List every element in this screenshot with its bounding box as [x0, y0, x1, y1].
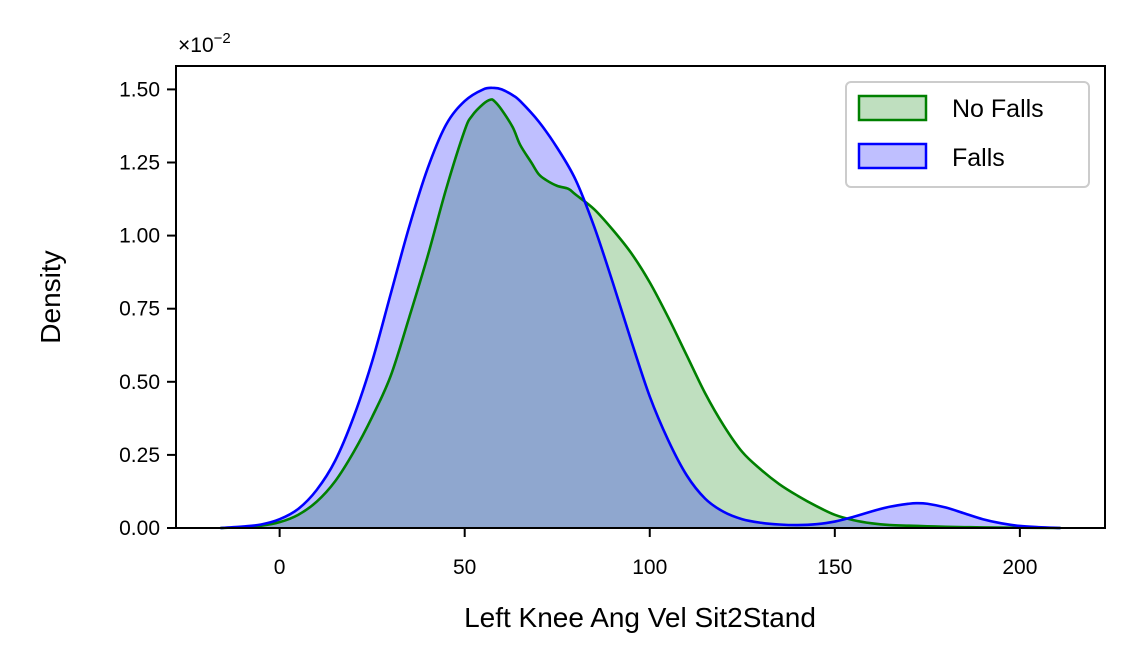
y-tick-label: 0.75 — [119, 298, 160, 321]
y-tick-label: 1.00 — [119, 225, 160, 248]
area-no-falls — [220, 99, 1061, 528]
y-tick-label: 0.25 — [119, 444, 160, 467]
legend-label-falls: Falls — [952, 144, 1005, 172]
x-tick-label: 50 — [453, 556, 476, 579]
y-tick-label: 1.50 — [119, 78, 160, 101]
y-tick-label: 0.50 — [119, 371, 160, 394]
x-tick-label: 0 — [274, 556, 286, 579]
line-falls — [220, 86, 1061, 530]
x-tick-label: 100 — [632, 556, 667, 579]
y-scale-multiplier: ×10−2 — [178, 30, 231, 57]
x-tick-label: 150 — [817, 556, 852, 579]
y-axis: 0.00 0.25 0.50 0.75 1.00 1.25 1.50 — [119, 78, 176, 540]
legend-label-no-falls: No Falls — [952, 95, 1044, 123]
legend-frame — [845, 81, 1090, 188]
y-multiplier-base: ×10 — [178, 34, 214, 57]
area-falls — [220, 87, 1061, 528]
y-tick-label: 0.00 — [119, 517, 160, 540]
y-axis-title: Density — [35, 250, 66, 343]
line-no-falls — [220, 98, 1061, 530]
x-axis: 0 50 100 150 200 — [274, 528, 1037, 579]
series-layer — [220, 86, 1061, 530]
legend: No Falls Falls — [845, 81, 1090, 188]
x-axis-title: Left Knee Ang Vel Sit2Stand — [464, 602, 816, 633]
y-tick-label: 1.25 — [119, 151, 160, 174]
y-multiplier-exponent: −2 — [214, 30, 231, 47]
legend-swatch-no-falls — [857, 94, 928, 122]
plot-frame — [175, 65, 1106, 529]
legend-swatch-falls — [857, 142, 928, 170]
x-tick-label: 200 — [1002, 556, 1037, 579]
